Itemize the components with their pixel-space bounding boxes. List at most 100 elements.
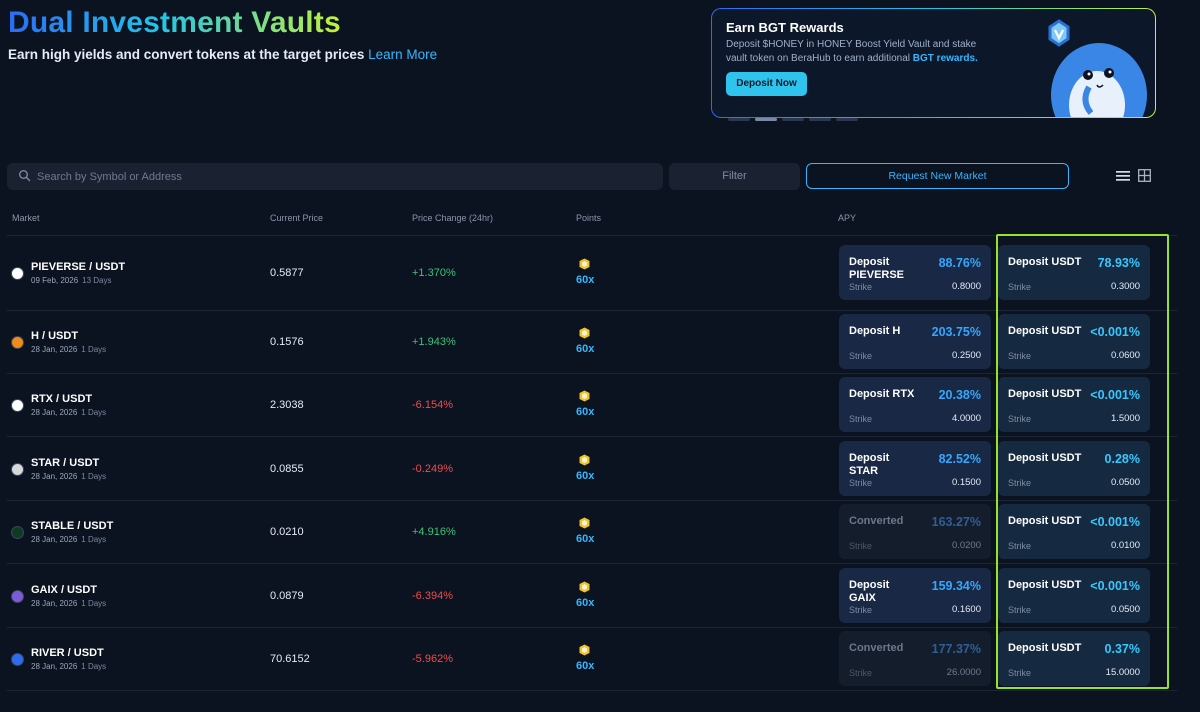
- current-price: 0.0855: [270, 463, 304, 475]
- strike-value: 26.0000: [946, 667, 981, 678]
- row-divider: [7, 500, 1177, 501]
- apy-card-deposit-base[interactable]: Converted 163.27% Strike 0.0200: [839, 504, 991, 559]
- market-name[interactable]: H / USDT: [31, 330, 79, 342]
- strike-label: Strike: [849, 351, 873, 361]
- column-header-apy: APY: [838, 213, 857, 223]
- apy-card-deposit-base[interactable]: Deposit GAIX 159.34% Strike 0.1600: [839, 568, 991, 623]
- column-header-price-change: Price Change (24hr): [412, 213, 494, 223]
- apy-card-label: Deposit RTX: [849, 388, 915, 400]
- apy-card-deposit-usdt[interactable]: Deposit USDT <0.001% Strike 0.0600: [998, 314, 1150, 369]
- apy-card-deposit-usdt[interactable]: Deposit USDT <0.001% Strike 0.0100: [998, 504, 1150, 559]
- grid-view-icon[interactable]: [1138, 169, 1151, 182]
- strike-label: Strike: [1008, 414, 1032, 424]
- current-price: 0.0210: [270, 526, 304, 538]
- market-expiry: 28 Jan, 2026 1 Days: [31, 408, 106, 417]
- strike-label: Strike: [849, 478, 873, 488]
- market-expiry: 28 Jan, 2026 1 Days: [31, 345, 106, 354]
- table-row[interactable]: RTX / USDT 28 Jan, 2026 1 Days 2.3038 -6.154…: [0, 373, 1200, 436]
- apy-card-deposit-usdt[interactable]: Deposit USDT 0.28% Strike 0.0500: [998, 441, 1150, 496]
- apy-card-rate: <0.001%: [1090, 515, 1140, 529]
- strike-label: Strike: [849, 605, 873, 615]
- expiry-days: 1 Days: [81, 408, 107, 417]
- search-bar[interactable]: [7, 163, 663, 190]
- apy-card-label: Deposit USDT: [1008, 256, 1082, 268]
- column-header-points: Points: [576, 213, 602, 223]
- apy-card-label: Deposit STAR: [849, 452, 890, 477]
- strike-label: Strike: [849, 668, 873, 678]
- market-name[interactable]: PIEVERSE / USDT: [31, 261, 126, 273]
- highlight-box: [996, 234, 1169, 689]
- promo-desc-highlight: BGT rewards.: [912, 53, 978, 64]
- apy-card-rate: <0.001%: [1090, 388, 1140, 402]
- table-row[interactable]: GAIX / USDT 28 Jan, 2026 1 Days 0.0879 -6.39…: [0, 564, 1200, 627]
- current-price: 0.1576: [270, 336, 304, 348]
- filter-button[interactable]: Filter: [669, 163, 800, 190]
- expiry-days: 1 Days: [81, 472, 107, 481]
- strike-value: 1.5000: [1110, 413, 1140, 424]
- apy-card-rate: 78.93%: [1097, 256, 1140, 270]
- market-expiry: 28 Jan, 2026 1 Days: [31, 472, 106, 481]
- carousel-dot[interactable]: [809, 118, 831, 121]
- apy-card-label: Deposit USDT: [1008, 642, 1082, 654]
- expiry-date: 28 Jan, 2026: [31, 535, 78, 544]
- apy-card-deposit-base[interactable]: Deposit PIEVERSE 88.76% Strike 0.8000: [839, 245, 991, 300]
- strike-value: 0.0200: [951, 540, 981, 551]
- price-change: -0.249%: [412, 463, 453, 475]
- points-multiplier: 60x: [576, 406, 595, 418]
- promo-banner[interactable]: Earn BGT Rewards Deposit $HONEY in HONEY…: [711, 8, 1156, 118]
- table-row[interactable]: STAR / USDT 28 Jan, 2026 1 Days 0.0855 -0.24…: [0, 437, 1200, 500]
- apy-card-rate: <0.001%: [1090, 325, 1140, 339]
- carousel-dot[interactable]: [782, 118, 804, 121]
- points-multiplier: 60x: [576, 660, 595, 672]
- carousel-dot[interactable]: [728, 118, 750, 121]
- apy-card-deposit-base[interactable]: Converted 177.37% Strike 26.0000: [839, 631, 991, 686]
- carousel-dot-active[interactable]: [755, 118, 777, 121]
- apy-card-deposit-base[interactable]: Deposit H 203.75% Strike 0.2500: [839, 314, 991, 369]
- page-subtitle: Earn high yields and convert tokens at t…: [8, 47, 437, 62]
- carousel-dot[interactable]: [836, 118, 858, 121]
- table-row[interactable]: H / USDT 28 Jan, 2026 1 Days 0.1576 +1.943% 6…: [0, 310, 1200, 373]
- market-expiry: 28 Jan, 2026 1 Days: [31, 599, 106, 608]
- market-name[interactable]: RIVER / USDT: [31, 647, 104, 659]
- apy-card-label: Deposit USDT: [1008, 579, 1082, 591]
- table-row[interactable]: RIVER / USDT 28 Jan, 2026 1 Days 70.6152 -5.…: [0, 627, 1200, 690]
- apy-card-deposit-usdt[interactable]: Deposit USDT 78.93% Strike 0.3000: [998, 245, 1150, 300]
- column-header-market: Market: [12, 213, 40, 223]
- search-input[interactable]: [37, 163, 637, 190]
- list-view-icon[interactable]: [1116, 170, 1130, 182]
- apy-card-rate: 177.37%: [931, 642, 981, 656]
- table-row[interactable]: PIEVERSE / USDT 09 Feb, 2026 13 Days 0.5877…: [0, 236, 1200, 310]
- strike-label: Strike: [1008, 668, 1032, 678]
- price-change: +1.943%: [412, 336, 456, 348]
- apy-card-deposit-usdt[interactable]: Deposit USDT 0.37% Strike 15.0000: [998, 631, 1150, 686]
- market-name[interactable]: GAIX / USDT: [31, 584, 98, 596]
- strike-label: Strike: [1008, 605, 1032, 615]
- market-token-icon: [11, 653, 24, 666]
- points-hexagon-icon: [579, 644, 590, 656]
- market-expiry: 28 Jan, 2026 1 Days: [31, 662, 106, 671]
- apy-card-rate: 88.76%: [938, 256, 981, 270]
- price-change: -6.394%: [412, 590, 453, 602]
- points-multiplier: 60x: [576, 470, 595, 482]
- apy-card-deposit-base[interactable]: Deposit STAR 82.52% Strike 0.1500: [839, 441, 991, 496]
- learn-more-link[interactable]: Learn More: [368, 47, 438, 62]
- market-name[interactable]: STABLE / USDT: [31, 520, 114, 532]
- market-name[interactable]: STAR / USDT: [31, 457, 100, 469]
- apy-card-deposit-usdt[interactable]: Deposit USDT <0.001% Strike 1.5000: [998, 377, 1150, 432]
- carousel-dots[interactable]: [728, 118, 858, 121]
- expiry-days: 1 Days: [81, 535, 107, 544]
- market-name[interactable]: RTX / USDT: [31, 393, 93, 405]
- market-expiry: 28 Jan, 2026 1 Days: [31, 535, 106, 544]
- expiry-days: 1 Days: [81, 599, 107, 608]
- row-divider: [7, 627, 1177, 628]
- promo-title: Earn BGT Rewards: [726, 20, 844, 35]
- apy-card-deposit-usdt[interactable]: Deposit USDT <0.001% Strike 0.0500: [998, 568, 1150, 623]
- market-expiry: 09 Feb, 2026 13 Days: [31, 276, 112, 285]
- request-new-market-button[interactable]: Request New Market: [806, 163, 1069, 189]
- strike-value: 4.0000: [951, 413, 981, 424]
- row-divider: [7, 436, 1177, 437]
- table-row[interactable]: STABLE / USDT 28 Jan, 2026 1 Days 0.0210 +4.…: [0, 500, 1200, 563]
- mascot-illustration: [1048, 19, 1147, 117]
- apy-card-deposit-base[interactable]: Deposit RTX 20.38% Strike 4.0000: [839, 377, 991, 432]
- deposit-now-button[interactable]: Deposit Now: [726, 72, 807, 96]
